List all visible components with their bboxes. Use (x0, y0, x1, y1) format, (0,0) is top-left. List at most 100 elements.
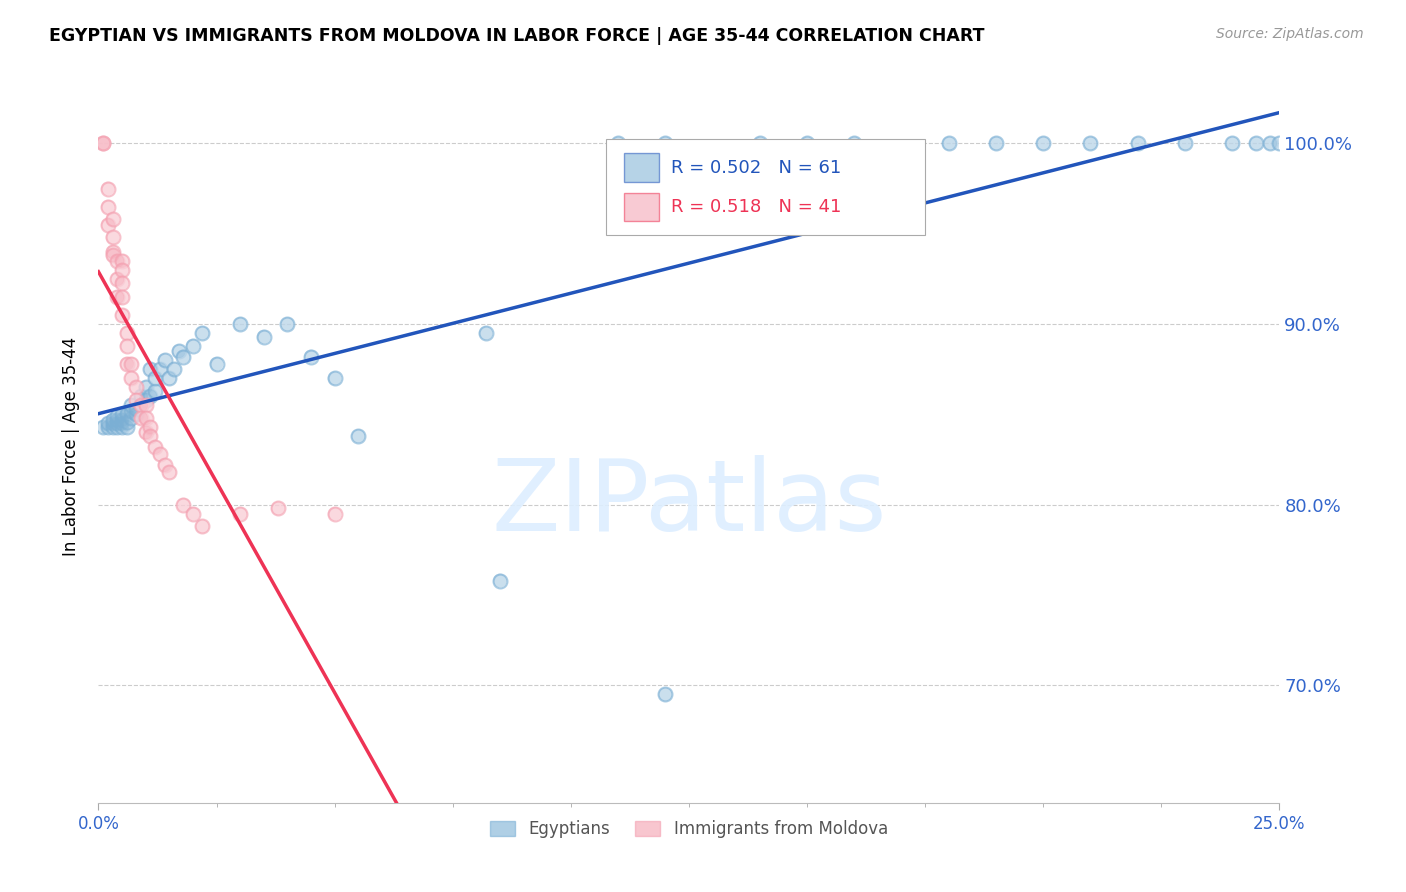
Point (105, 413, 128, 427)
Point (125, 408, 148, 422)
Point (299, 350, 322, 364)
Point (143, 371, 166, 385)
Point (105, 409, 128, 424)
Point (163, 362, 186, 376)
Point (135, 380, 157, 394)
Point (323, 371, 346, 385)
Point (143, 440, 166, 454)
Point (115, 357, 138, 371)
Point (229, 507, 252, 521)
Point (1220, 136, 1243, 151)
Point (129, 398, 152, 412)
Point (163, 362, 186, 376)
Point (111, 308, 134, 322)
Point (153, 353, 176, 368)
Point (938, 136, 960, 151)
Point (115, 326, 138, 340)
Point (149, 447, 172, 461)
Point (125, 408, 148, 422)
Point (129, 411, 152, 425)
Text: EGYPTIAN VS IMMIGRANTS FROM MOLDOVA IN LABOR FORCE | AGE 35-44 CORRELATION CHART: EGYPTIAN VS IMMIGRANTS FROM MOLDOVA IN L… (49, 27, 984, 45)
Point (1258, 136, 1281, 151)
Point (153, 353, 176, 368)
Point (101, 413, 124, 427)
Point (101, 244, 124, 259)
Point (139, 429, 162, 443)
Point (181, 507, 204, 521)
Point (253, 329, 276, 343)
Point (323, 371, 346, 385)
Point (149, 362, 172, 376)
Point (115, 415, 138, 429)
Point (97, 420, 120, 434)
Point (276, 317, 298, 331)
Point (938, 136, 960, 151)
Point (267, 501, 290, 516)
Point (91, 136, 114, 151)
Point (172, 350, 194, 364)
Point (135, 392, 157, 407)
Point (115, 357, 138, 371)
Text: Source: ZipAtlas.com: Source: ZipAtlas.com (1216, 27, 1364, 41)
Point (143, 440, 166, 454)
Point (101, 417, 124, 431)
Point (91, 420, 114, 434)
Point (347, 429, 370, 443)
Point (115, 339, 138, 353)
FancyBboxPatch shape (624, 193, 659, 221)
Point (91, 420, 114, 434)
Point (101, 244, 124, 259)
Point (121, 357, 143, 371)
Point (129, 398, 152, 412)
Point (105, 272, 128, 286)
Point (1268, 136, 1291, 151)
Point (105, 290, 128, 304)
Point (607, 136, 630, 151)
Point (91, 136, 114, 151)
Point (101, 248, 124, 262)
Point (135, 398, 157, 412)
Point (157, 371, 180, 385)
Point (135, 398, 157, 412)
Point (489, 574, 512, 588)
Point (105, 253, 128, 268)
Point (105, 409, 128, 424)
Point (323, 507, 346, 521)
Point (153, 458, 176, 472)
Point (125, 392, 148, 407)
Point (97, 417, 120, 431)
Point (97, 181, 120, 195)
Text: R = 0.502   N = 61: R = 0.502 N = 61 (671, 159, 841, 177)
Point (115, 326, 138, 340)
Point (121, 404, 143, 418)
Point (139, 420, 162, 434)
Point (105, 272, 128, 286)
Point (129, 389, 152, 403)
Point (489, 574, 512, 588)
Point (139, 389, 162, 403)
Point (111, 420, 134, 434)
Point (111, 413, 134, 427)
Point (191, 519, 214, 533)
Point (172, 498, 194, 512)
Point (654, 687, 676, 701)
Point (299, 350, 322, 364)
Point (125, 401, 148, 416)
Point (181, 339, 204, 353)
Point (111, 420, 134, 434)
Point (229, 317, 252, 331)
Point (111, 263, 134, 277)
Point (125, 401, 148, 416)
Point (984, 136, 1007, 151)
Point (1220, 136, 1243, 151)
Point (97, 200, 120, 214)
Point (205, 357, 228, 371)
Point (115, 408, 138, 422)
Point (125, 380, 148, 394)
Point (748, 136, 770, 151)
Point (191, 326, 214, 340)
Point (276, 317, 298, 331)
Point (111, 408, 134, 422)
Point (111, 253, 134, 268)
Point (181, 339, 204, 353)
